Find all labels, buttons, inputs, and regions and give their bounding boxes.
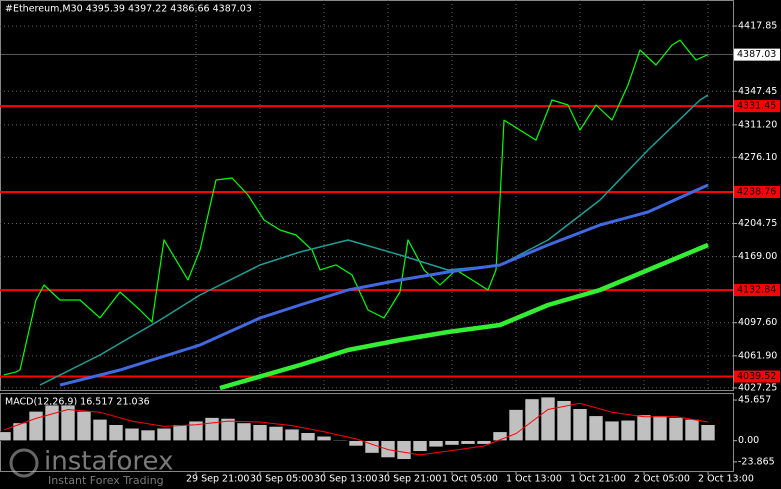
y-tick-label: 0.00 xyxy=(738,435,759,446)
panel-title: MACD(12,26,9) 16.517 21.036 xyxy=(5,397,150,408)
x-tick-label: 30 Sep 21:00 xyxy=(378,474,441,485)
macd-bar xyxy=(124,427,140,441)
y-tick-label: 4204.75 xyxy=(738,218,777,229)
x-tick-label: 29 Sep 21:00 xyxy=(186,474,249,485)
level-label-box xyxy=(734,370,780,383)
level-label-box xyxy=(734,100,780,113)
last-price-box xyxy=(734,48,780,61)
y-tick-label: 4347.45 xyxy=(738,86,777,97)
macd-bar xyxy=(620,419,636,441)
macd-bar xyxy=(268,426,284,441)
macd-bar xyxy=(316,435,332,441)
macd-bar xyxy=(396,440,412,460)
macd-bar xyxy=(588,415,604,441)
macd-bar xyxy=(604,420,620,441)
macd-bar xyxy=(476,440,492,445)
price-line xyxy=(3,39,709,376)
x-tick-label: 1 Oct 13:00 xyxy=(506,474,562,485)
x-tick-label: 30 Sep 05:00 xyxy=(250,474,313,485)
macd-bar xyxy=(172,424,188,441)
macd-bar xyxy=(332,439,348,441)
macd-bar xyxy=(444,440,460,446)
y-tick-label: 4417.85 xyxy=(738,21,777,32)
y-tick-label: 45.657 xyxy=(738,395,771,406)
watermark-brand: instaforex xyxy=(44,447,173,477)
panel-title: #Ethereum,M30 4395.39 4397.22 4386.66 43… xyxy=(5,4,252,15)
macd-bar xyxy=(252,424,268,441)
macd-bar xyxy=(76,411,92,441)
moving-average xyxy=(59,183,709,387)
macd-signal xyxy=(3,402,709,456)
level-label: 4238.76 xyxy=(737,186,776,197)
macd-bar xyxy=(652,415,668,441)
macd-bar xyxy=(44,404,60,441)
macd-bar xyxy=(188,420,204,441)
y-tick-label: 4097.60 xyxy=(738,317,777,328)
macd-bar xyxy=(108,424,124,441)
macd-bar xyxy=(684,419,700,441)
x-tick-label: 1 Oct 05:00 xyxy=(442,474,498,485)
macd-bar xyxy=(412,440,428,452)
x-tick-label: 30 Sep 13:00 xyxy=(314,474,377,485)
moving-average xyxy=(219,242,709,391)
macd-bar xyxy=(12,422,28,441)
y-tick-label: 4169.00 xyxy=(738,251,777,262)
macd-bar xyxy=(300,432,316,441)
watermark: instaforex Instant Forex Trading xyxy=(9,447,173,487)
macd-bar xyxy=(140,429,156,441)
watermark-tagline: Instant Forex Trading xyxy=(48,474,164,487)
macd-bar xyxy=(284,428,300,441)
macd-bar xyxy=(492,431,508,441)
macd-bar xyxy=(556,400,572,441)
macd-bar xyxy=(524,398,540,441)
level-label: 4331.45 xyxy=(737,101,776,112)
macd-bar xyxy=(668,417,684,441)
level-label: 4132.84 xyxy=(737,285,776,296)
macd-bar xyxy=(508,409,524,441)
watermark-logo xyxy=(9,448,39,478)
macd-bar xyxy=(572,408,588,441)
macd-bar xyxy=(28,411,44,441)
macd-bar xyxy=(540,396,556,441)
y-tick-label: 4027.25 xyxy=(738,382,777,393)
last-price-label: 4387.03 xyxy=(737,49,776,60)
macd-bar xyxy=(92,419,108,441)
level-label-box xyxy=(734,185,780,198)
level-label: 4039.52 xyxy=(737,371,776,382)
macd-bar xyxy=(348,440,364,447)
y-tick-label: 4311.20 xyxy=(738,119,777,130)
macd-bar xyxy=(0,431,12,441)
macd-bar xyxy=(60,404,76,441)
macd-bar xyxy=(220,418,236,441)
y-tick-label: 4276.10 xyxy=(738,152,777,163)
x-tick-label: 1 Oct 21:00 xyxy=(570,474,626,485)
macd-bar xyxy=(236,422,252,441)
macd-bar xyxy=(700,424,716,441)
macd-bar xyxy=(204,417,220,441)
macd-bar xyxy=(156,427,172,441)
moving-average xyxy=(39,94,709,386)
level-label-box xyxy=(734,284,780,297)
macd-bar xyxy=(428,440,444,448)
y-tick-label: -23.865 xyxy=(738,456,775,467)
panel-frame xyxy=(0,0,734,391)
macd-bar xyxy=(636,414,652,441)
x-tick-label: 2 Oct 05:00 xyxy=(634,474,690,485)
x-tick-label: 2 Oct 13:00 xyxy=(698,474,754,485)
macd-bar xyxy=(460,440,476,445)
y-tick-label: 4061.90 xyxy=(738,350,777,361)
